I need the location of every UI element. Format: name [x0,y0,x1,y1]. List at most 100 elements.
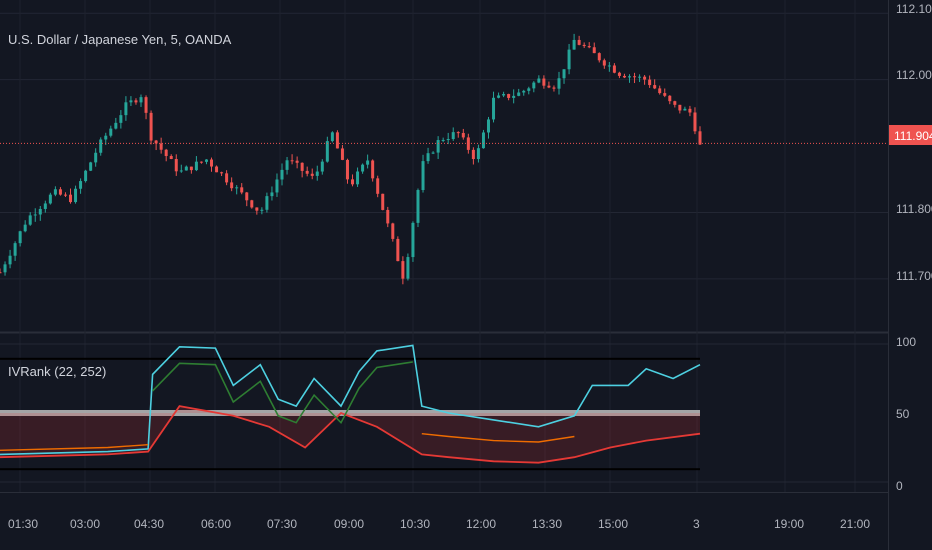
candle-body [33,214,37,216]
green-line [152,361,413,425]
candle-body [53,189,57,195]
candle-body [169,156,173,160]
candle-body [204,159,208,162]
candle-body [451,132,455,140]
candle-body [260,209,264,211]
candle-body [230,182,234,189]
candle-body [63,194,67,196]
candle-body [48,194,52,204]
candle-body [255,207,259,211]
candle-body [235,187,239,189]
candle-body [139,97,143,103]
candle-body [245,192,249,201]
candle-body [194,161,198,171]
candle-body [502,94,506,96]
time-tick: 07:30 [267,517,297,531]
candle-body [492,97,496,120]
candle-body [406,257,410,279]
current-price-badge [889,125,932,145]
time-tick: 09:00 [334,517,364,531]
candle-body [638,76,642,78]
candle-body [426,153,430,162]
candle-body [290,160,294,162]
indicator-fill [0,406,700,463]
candle-body [149,112,153,141]
midline [0,410,700,416]
candle-body [144,97,148,113]
candle-body [431,152,435,154]
candle-body [371,160,375,179]
candle-body [184,166,188,171]
candle-body [612,65,616,73]
candle-body [673,101,677,105]
candle-body [592,47,596,54]
orange-line [0,444,149,451]
candle-body [215,166,219,173]
candle-body [461,132,465,138]
candle-body [134,100,138,103]
time-axis[interactable]: 01:30 03:00 04:30 06:00 07:30 09:00 10:3… [8,517,870,531]
candle-body [416,190,420,223]
candle-body [512,95,516,98]
candle-body [486,119,490,133]
rank-fill [0,406,700,463]
candle-body [517,92,521,96]
red-line [0,405,701,464]
candle-body [436,140,440,153]
candle-body [99,139,103,153]
candle-body [23,224,27,232]
orange-line [421,433,575,443]
cyan-line [0,344,701,456]
candle-body [678,104,682,111]
candle-body [0,272,2,274]
candle-body [335,132,339,149]
candle-body [582,44,586,47]
candle-body [109,128,113,136]
candle-body [285,160,289,170]
candle-body [210,159,214,167]
candle-body [622,75,626,78]
candle-body [199,161,203,163]
candle-body [94,152,98,163]
candle-body [527,88,531,91]
candle-body [537,78,541,83]
candle-body [58,189,62,195]
candle-body [69,194,73,203]
candle-body [633,76,637,78]
time-tick: 10:30 [400,517,430,531]
candle-body [295,160,299,163]
candle-body [345,159,349,180]
candle-body [28,215,32,225]
candle-body [587,46,591,48]
indicator-axis[interactable]: 100 50 0 [896,335,916,493]
price-tick: 111.700 [896,269,932,283]
candle-body [572,39,576,50]
candle-body [441,139,445,141]
candle-body [547,85,551,88]
candle-body [280,169,284,180]
price-tick: 112.100 [896,2,932,16]
candle-body [164,149,168,157]
indicator-lines [0,344,701,464]
candle-body [396,238,400,262]
candle-body [693,112,697,132]
candle-body [174,159,178,172]
candle-body [154,140,158,144]
candle-body [225,173,229,183]
candle-body [532,82,536,89]
candle-body [300,162,304,171]
price-axis[interactable]: 112.100 112.000 111.800 111.700 [896,2,932,283]
candle-body [240,187,244,193]
time-tick: 13:30 [532,517,562,531]
candle-body [270,192,274,197]
candle-body [557,78,561,89]
main-pane [0,0,888,332]
candle-body [129,100,133,103]
candle-body [522,90,526,93]
candle-body [411,222,415,258]
candle-body [507,94,511,98]
lower-band [0,468,700,471]
candle-body [84,170,88,182]
candle-body [481,132,485,149]
